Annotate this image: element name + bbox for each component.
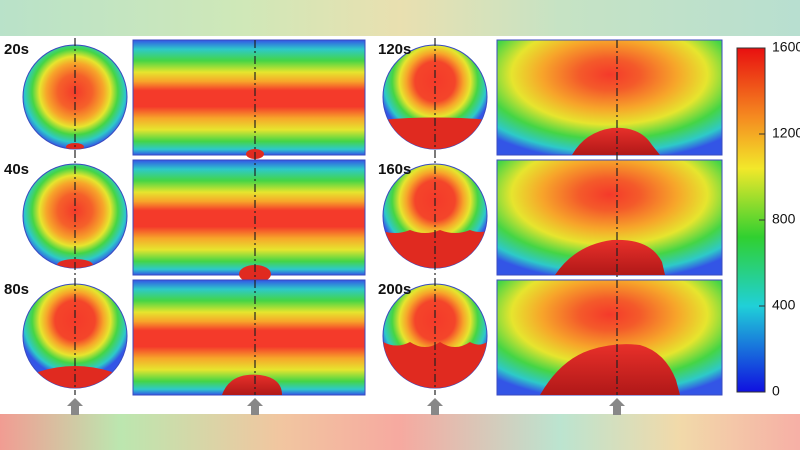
time-label: 200s bbox=[378, 281, 411, 298]
time-label: 80s bbox=[4, 281, 29, 298]
time-label: 160s bbox=[378, 161, 411, 178]
colorbar-tick-label: 800 bbox=[772, 211, 796, 227]
colorbar-tick-label: 1200 bbox=[772, 125, 800, 141]
longitudinal-left bbox=[132, 39, 366, 396]
colorbar-tick-label: 0 bbox=[772, 383, 780, 399]
cross-sections-right bbox=[382, 38, 488, 395]
top-strip bbox=[0, 0, 800, 36]
time-label: 40s bbox=[4, 161, 29, 178]
colorbar-tick-label: 1600 bbox=[772, 39, 800, 55]
colorbar-tick-label: 400 bbox=[772, 297, 796, 313]
longitudinal-right bbox=[496, 39, 723, 396]
time-label: 20s bbox=[4, 41, 29, 58]
time-label: 120s bbox=[378, 41, 411, 58]
cross-sections-left bbox=[22, 38, 128, 395]
inlet-arrows bbox=[67, 398, 625, 415]
bottom-strip bbox=[0, 414, 800, 450]
